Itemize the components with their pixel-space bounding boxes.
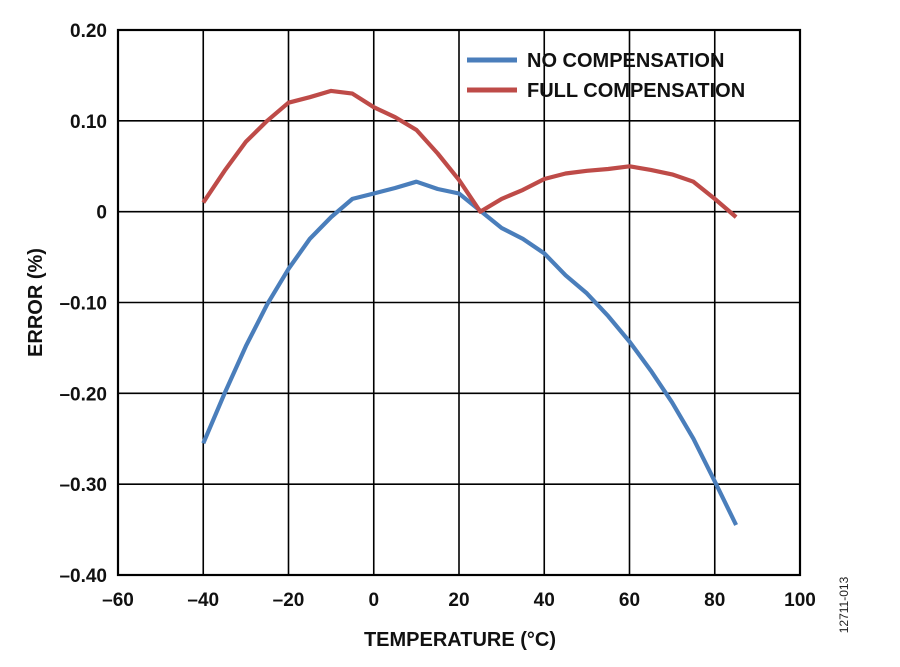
plot-area: –60 –40 –20 0 20 40 60 80 100 0.20 0.10 0 –0.10 –0.20… bbox=[59, 21, 815, 611]
x-tick-label: 40 bbox=[534, 590, 555, 611]
y-tick-label: 0.20 bbox=[70, 21, 107, 42]
x-tick-label: 80 bbox=[704, 590, 725, 611]
series-line-no-compensation bbox=[201, 179, 738, 526]
x-tick-label: 0 bbox=[368, 590, 379, 611]
x-tick-label: 20 bbox=[448, 590, 469, 611]
legend-label-no-compensation: NO COMPENSATION bbox=[527, 50, 724, 72]
plot-frame bbox=[116, 28, 802, 577]
series-line-full-compensation bbox=[201, 88, 738, 219]
x-tick-label: 100 bbox=[784, 590, 816, 611]
y-tick-label: 0 bbox=[96, 203, 107, 224]
x-tick-label: –40 bbox=[187, 590, 219, 611]
y-tick-label: –0.30 bbox=[59, 475, 107, 496]
x-tick-label: 60 bbox=[619, 590, 640, 611]
y-tick-label: –0.10 bbox=[59, 294, 107, 315]
figure-id: 12711-013 bbox=[837, 576, 851, 633]
y-tick-label: 0.10 bbox=[70, 112, 107, 133]
y-tick-label: –0.40 bbox=[59, 566, 107, 587]
y-tick-label: –0.20 bbox=[59, 384, 107, 405]
x-axis-title: TEMPERATURE (°C) bbox=[364, 629, 556, 651]
y-axis-title: ERROR (%) bbox=[25, 248, 47, 357]
x-tick-label: –20 bbox=[273, 590, 305, 611]
legend-label-full-compensation: FULL COMPENSATION bbox=[527, 80, 745, 102]
x-tick-label: –60 bbox=[102, 590, 134, 611]
legend: NO COMPENSATION FULL COMPENSATION bbox=[467, 50, 745, 102]
